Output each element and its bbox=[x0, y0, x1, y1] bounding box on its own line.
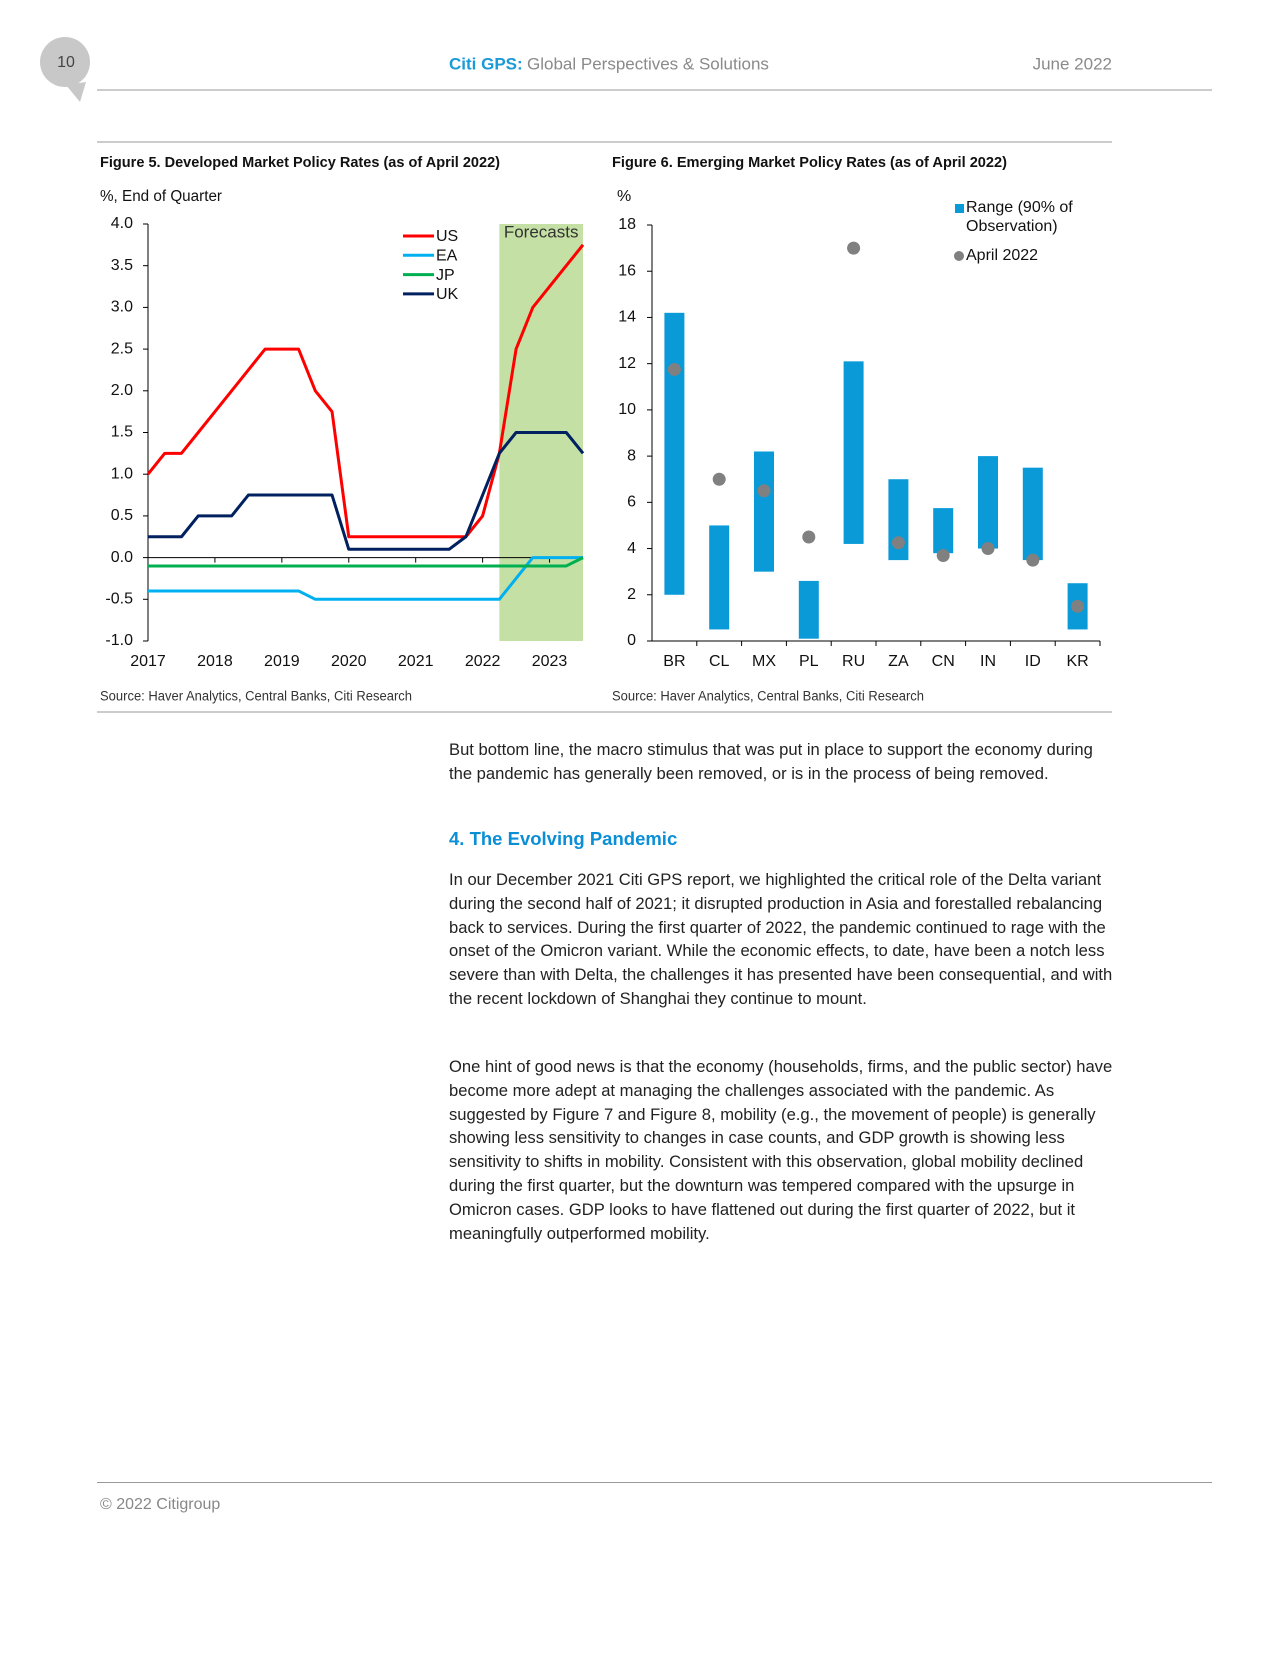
range-bar bbox=[754, 451, 774, 572]
page-badge bbox=[40, 37, 90, 87]
paragraph: In our December 2021 Citi GPS report, we… bbox=[449, 870, 1113, 1008]
legend-label: Range (90% of Observation) bbox=[966, 199, 1073, 235]
series-line bbox=[148, 431, 585, 551]
x-tick-label: PL bbox=[799, 653, 819, 670]
y-tick-label: 10 bbox=[618, 401, 636, 418]
x-tick-label: 2019 bbox=[264, 653, 300, 670]
y-tick-label: 0.0 bbox=[111, 549, 133, 566]
y-tick-label: 18 bbox=[618, 216, 636, 233]
range-bar bbox=[1022, 467, 1043, 561]
annotation: Forecasts bbox=[504, 222, 579, 241]
y-tick-label: 4.0 bbox=[111, 215, 133, 232]
series-line bbox=[146, 243, 585, 539]
date: June 2022 bbox=[1033, 54, 1112, 73]
y-tick-label: 2 bbox=[627, 586, 636, 603]
y-tick-label: 8 bbox=[627, 447, 636, 464]
range-bar bbox=[843, 361, 864, 544]
point bbox=[667, 362, 681, 376]
point bbox=[847, 241, 861, 255]
y-tick-label: 14 bbox=[618, 309, 636, 326]
range-bar bbox=[978, 456, 998, 549]
figure-title: Figure 6. Emerging Market Policy Rates (… bbox=[612, 155, 1007, 171]
y-tick-label: -0.5 bbox=[105, 591, 133, 608]
x-tick-label: MX bbox=[752, 653, 776, 670]
point bbox=[1026, 553, 1040, 567]
x-tick-label: CN bbox=[932, 653, 955, 670]
y-tick-label: 12 bbox=[618, 355, 636, 372]
series-line bbox=[148, 556, 584, 568]
x-tick-label: ID bbox=[1025, 653, 1041, 670]
point bbox=[802, 530, 816, 544]
legend-label: April 2022 bbox=[966, 247, 1038, 264]
x-tick-label: ZA bbox=[888, 653, 909, 670]
paragraph: But bottom line, the macro stimulus that… bbox=[449, 740, 1093, 783]
y-axis-label: % bbox=[617, 188, 631, 205]
legend-label: UK bbox=[436, 286, 459, 303]
source: Source: Haver Analytics, Central Banks, … bbox=[612, 689, 924, 704]
page-top: 10 Citi GPS: Global Perspectives & Solut… bbox=[40, 37, 1212, 713]
y-tick-label: 4 bbox=[627, 540, 636, 557]
legend-label: JP bbox=[436, 267, 455, 284]
brand-subtitle: Global Perspectives & Solutions bbox=[527, 54, 769, 73]
legend-swatch bbox=[955, 204, 964, 213]
figure-title: Figure 5. Developed Market Policy Rates … bbox=[100, 155, 500, 171]
point bbox=[891, 536, 905, 550]
point bbox=[712, 472, 726, 486]
legend-label: US bbox=[436, 228, 458, 245]
x-tick-label: 2023 bbox=[532, 653, 568, 670]
legend-box: Range (90% of Observation) bbox=[966, 199, 1073, 235]
y-tick-label: 16 bbox=[618, 262, 636, 279]
y-tick-label: -1.0 bbox=[105, 632, 133, 649]
range-bar bbox=[933, 508, 954, 554]
y-tick-label: 3.0 bbox=[111, 299, 133, 316]
legend-label: EA bbox=[436, 248, 458, 265]
y-tick-label: 6 bbox=[627, 494, 636, 511]
range-bar bbox=[664, 312, 685, 595]
range-bar bbox=[798, 580, 819, 639]
copyright: © 2022 Citigroup bbox=[100, 1496, 221, 1513]
point bbox=[757, 484, 771, 498]
point bbox=[981, 542, 995, 556]
x-tick-label: IN bbox=[980, 653, 996, 670]
y-tick-label: 0 bbox=[627, 632, 636, 649]
badge-tail bbox=[66, 82, 86, 102]
x-tick-label: RU bbox=[842, 653, 865, 670]
point bbox=[1071, 599, 1085, 613]
x-tick-label: 2017 bbox=[130, 653, 166, 670]
y-tick-label: 0.5 bbox=[111, 507, 133, 524]
brand: Citi GPS: bbox=[449, 54, 523, 73]
x-tick-label: KR bbox=[1066, 653, 1088, 670]
x-tick-label: 2022 bbox=[465, 653, 501, 670]
legend-swatch bbox=[954, 251, 964, 261]
y-tick-label: 2.0 bbox=[111, 382, 133, 399]
source: Source: Haver Analytics, Central Banks, … bbox=[100, 689, 412, 704]
y-axis-label: %, End of Quarter bbox=[100, 188, 222, 205]
y-tick-label: 3.5 bbox=[111, 257, 133, 274]
y-tick-label: 1.0 bbox=[111, 465, 133, 482]
section-heading: 4. The Evolving Pandemic bbox=[449, 828, 678, 849]
point bbox=[936, 548, 950, 562]
page-number: 10 bbox=[57, 54, 75, 71]
footer-rule bbox=[97, 1482, 1212, 1483]
y-tick-label: 2.5 bbox=[111, 340, 133, 357]
paragraph: One hint of good news is that the econom… bbox=[449, 1057, 1113, 1243]
range-bar bbox=[709, 525, 730, 630]
x-tick-label: 2020 bbox=[331, 653, 367, 670]
x-tick-label: 2021 bbox=[398, 653, 434, 670]
x-tick-label: CL bbox=[709, 653, 730, 670]
y-tick-label: 1.5 bbox=[111, 424, 133, 441]
x-tick-label: 2018 bbox=[197, 653, 233, 670]
series-line bbox=[148, 556, 583, 601]
x-tick-label: BR bbox=[663, 653, 685, 670]
